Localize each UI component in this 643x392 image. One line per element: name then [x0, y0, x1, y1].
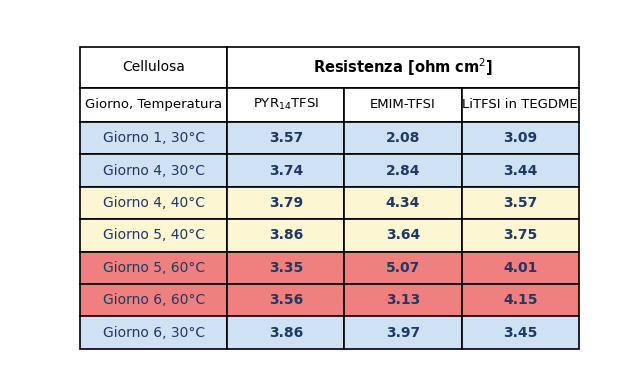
FancyBboxPatch shape: [80, 252, 228, 284]
Text: 3.75: 3.75: [503, 229, 538, 242]
FancyBboxPatch shape: [228, 284, 345, 316]
FancyBboxPatch shape: [345, 316, 462, 349]
FancyBboxPatch shape: [462, 88, 579, 122]
FancyBboxPatch shape: [80, 47, 228, 88]
Text: 3.79: 3.79: [269, 196, 303, 210]
FancyBboxPatch shape: [345, 219, 462, 252]
FancyBboxPatch shape: [228, 122, 345, 154]
Text: Giorno, Temperatura: Giorno, Temperatura: [86, 98, 222, 111]
Text: 3.13: 3.13: [386, 293, 420, 307]
FancyBboxPatch shape: [462, 219, 579, 252]
Text: 2.08: 2.08: [386, 131, 421, 145]
FancyBboxPatch shape: [228, 316, 345, 349]
FancyBboxPatch shape: [345, 284, 462, 316]
Text: PYR$_{14}$TFSI: PYR$_{14}$TFSI: [253, 97, 319, 113]
Text: 3.74: 3.74: [269, 163, 303, 178]
FancyBboxPatch shape: [80, 88, 228, 122]
Text: Giorno 5, 40°C: Giorno 5, 40°C: [103, 229, 205, 242]
Text: 3.97: 3.97: [386, 326, 420, 339]
FancyBboxPatch shape: [228, 252, 345, 284]
FancyBboxPatch shape: [345, 122, 462, 154]
Text: 3.86: 3.86: [269, 326, 303, 339]
FancyBboxPatch shape: [228, 187, 345, 219]
FancyBboxPatch shape: [80, 284, 228, 316]
Text: EMIM-TFSI: EMIM-TFSI: [370, 98, 436, 111]
FancyBboxPatch shape: [345, 187, 462, 219]
FancyBboxPatch shape: [80, 122, 228, 154]
FancyBboxPatch shape: [462, 154, 579, 187]
FancyBboxPatch shape: [462, 284, 579, 316]
FancyBboxPatch shape: [228, 154, 345, 187]
FancyBboxPatch shape: [462, 252, 579, 284]
Text: 5.07: 5.07: [386, 261, 420, 275]
FancyBboxPatch shape: [228, 47, 579, 88]
FancyBboxPatch shape: [228, 88, 345, 122]
Text: 3.35: 3.35: [269, 261, 303, 275]
Text: Giorno 6, 30°C: Giorno 6, 30°C: [103, 326, 205, 339]
Text: 3.56: 3.56: [269, 293, 303, 307]
FancyBboxPatch shape: [345, 252, 462, 284]
Text: Giorno 6, 60°C: Giorno 6, 60°C: [103, 293, 205, 307]
FancyBboxPatch shape: [80, 316, 228, 349]
Text: LiTFSI in TEGDME: LiTFSI in TEGDME: [462, 98, 578, 111]
Text: Giorno 4, 30°C: Giorno 4, 30°C: [103, 163, 205, 178]
Text: 4.01: 4.01: [503, 261, 538, 275]
Text: 3.86: 3.86: [269, 229, 303, 242]
Text: 3.57: 3.57: [269, 131, 303, 145]
FancyBboxPatch shape: [228, 219, 345, 252]
Text: 3.64: 3.64: [386, 229, 420, 242]
Text: Resistenza [ohm cm$^2$]: Resistenza [ohm cm$^2$]: [313, 56, 493, 78]
FancyBboxPatch shape: [462, 316, 579, 349]
FancyBboxPatch shape: [80, 219, 228, 252]
Text: 4.34: 4.34: [386, 196, 421, 210]
Text: 2.84: 2.84: [386, 163, 421, 178]
Text: Cellulosa: Cellulosa: [122, 60, 185, 74]
Text: 3.09: 3.09: [503, 131, 537, 145]
FancyBboxPatch shape: [462, 122, 579, 154]
Text: 3.45: 3.45: [503, 326, 538, 339]
FancyBboxPatch shape: [80, 154, 228, 187]
Text: Giorno 5, 60°C: Giorno 5, 60°C: [103, 261, 205, 275]
FancyBboxPatch shape: [345, 154, 462, 187]
Text: 4.15: 4.15: [503, 293, 538, 307]
Text: 3.44: 3.44: [503, 163, 538, 178]
FancyBboxPatch shape: [345, 88, 462, 122]
FancyBboxPatch shape: [462, 187, 579, 219]
Text: Giorno 1, 30°C: Giorno 1, 30°C: [103, 131, 205, 145]
FancyBboxPatch shape: [80, 187, 228, 219]
Text: 3.57: 3.57: [503, 196, 538, 210]
Text: Giorno 4, 40°C: Giorno 4, 40°C: [103, 196, 205, 210]
